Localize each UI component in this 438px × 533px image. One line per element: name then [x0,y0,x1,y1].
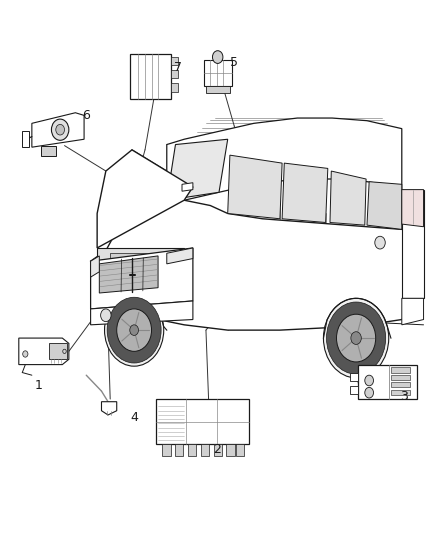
Text: 6: 6 [82,109,90,122]
FancyBboxPatch shape [41,146,56,156]
FancyBboxPatch shape [110,253,171,296]
FancyBboxPatch shape [226,444,235,456]
FancyBboxPatch shape [201,444,209,456]
FancyBboxPatch shape [175,444,184,456]
FancyBboxPatch shape [171,83,178,92]
FancyBboxPatch shape [252,249,262,256]
Circle shape [51,119,69,140]
FancyBboxPatch shape [302,252,313,259]
Polygon shape [97,150,193,248]
FancyBboxPatch shape [49,343,67,359]
Circle shape [336,314,376,362]
FancyBboxPatch shape [156,399,250,444]
Polygon shape [402,190,424,227]
Polygon shape [402,298,424,325]
Polygon shape [167,139,228,200]
FancyBboxPatch shape [206,86,230,93]
FancyBboxPatch shape [350,386,358,394]
Polygon shape [402,190,424,298]
FancyBboxPatch shape [130,54,171,100]
Circle shape [107,297,161,363]
FancyBboxPatch shape [358,365,417,399]
FancyBboxPatch shape [391,382,410,387]
Polygon shape [182,183,193,191]
Circle shape [365,375,374,386]
Circle shape [365,387,374,398]
Circle shape [323,298,389,378]
FancyBboxPatch shape [391,367,410,373]
Circle shape [101,309,111,321]
Circle shape [105,294,164,366]
Polygon shape [367,182,402,229]
Text: 4: 4 [130,411,138,424]
Circle shape [63,349,66,353]
Polygon shape [91,248,193,309]
Circle shape [326,302,386,374]
Polygon shape [330,171,366,225]
Circle shape [56,124,64,135]
Circle shape [130,325,138,335]
FancyBboxPatch shape [236,444,244,456]
Text: 5: 5 [230,56,238,69]
Circle shape [375,236,385,249]
Circle shape [351,332,361,344]
Polygon shape [19,338,69,365]
FancyBboxPatch shape [162,444,171,456]
Text: 1: 1 [35,379,42,392]
Polygon shape [228,155,282,219]
FancyBboxPatch shape [171,70,178,78]
FancyBboxPatch shape [350,373,358,381]
FancyBboxPatch shape [22,131,29,147]
Polygon shape [262,122,319,131]
Text: 3: 3 [400,390,408,403]
FancyBboxPatch shape [187,444,196,456]
Polygon shape [204,60,232,86]
Polygon shape [91,301,193,325]
Circle shape [23,351,28,357]
Polygon shape [91,200,424,330]
FancyBboxPatch shape [167,256,182,288]
Polygon shape [32,113,84,147]
Circle shape [212,51,223,63]
Polygon shape [167,118,402,200]
Circle shape [117,309,152,351]
Polygon shape [167,248,193,264]
Text: 7: 7 [173,61,182,74]
Polygon shape [91,256,99,277]
FancyBboxPatch shape [171,56,178,65]
Polygon shape [97,248,184,301]
Polygon shape [282,163,328,222]
Text: 2: 2 [213,443,221,456]
Polygon shape [99,256,158,293]
FancyBboxPatch shape [214,444,223,456]
Polygon shape [102,402,117,415]
FancyBboxPatch shape [391,375,410,380]
FancyBboxPatch shape [391,390,410,395]
